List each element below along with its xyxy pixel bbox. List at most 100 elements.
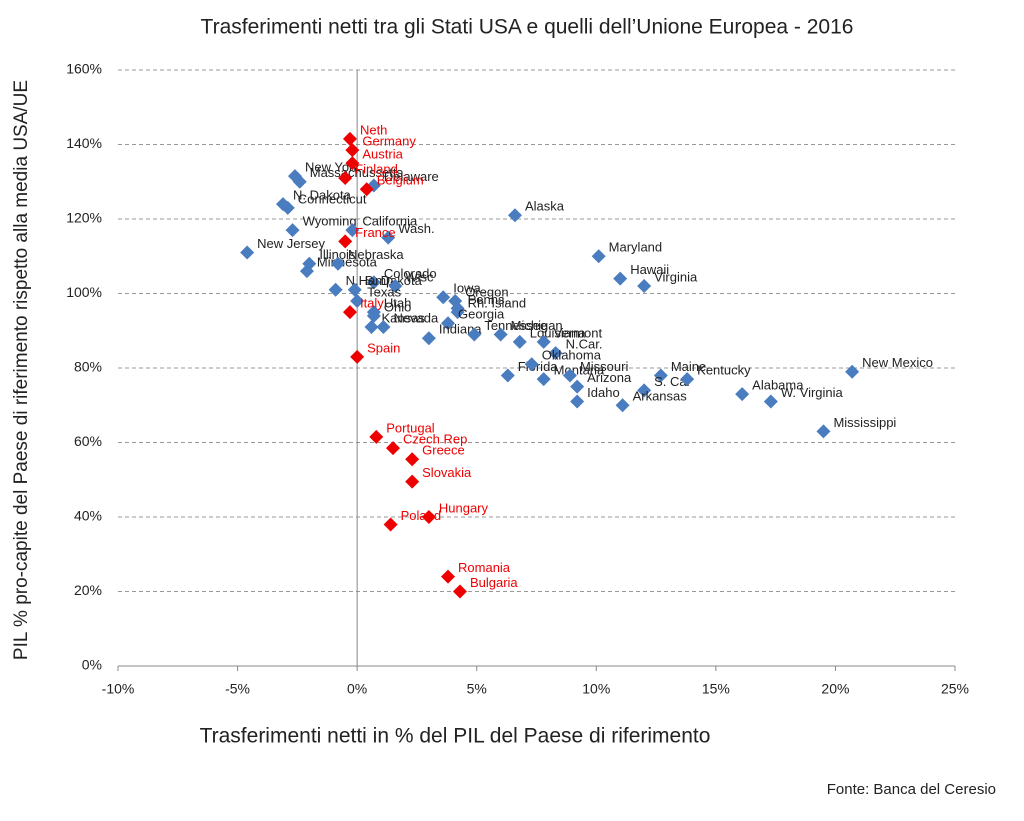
point-label: Massachussetts bbox=[310, 165, 404, 180]
data-point bbox=[345, 156, 360, 171]
point-label: Mississippi bbox=[833, 415, 896, 430]
point-label: Iowa bbox=[453, 281, 481, 296]
data-point bbox=[613, 271, 628, 286]
data-point bbox=[536, 372, 551, 387]
point-label: S. Dakota bbox=[365, 273, 423, 288]
data-point bbox=[280, 200, 295, 215]
data-point bbox=[285, 223, 300, 238]
point-label: Vermont bbox=[554, 325, 603, 340]
y-tick-label: 140% bbox=[66, 135, 102, 151]
data-point bbox=[524, 357, 539, 372]
x-tick-label: 5% bbox=[467, 681, 487, 697]
point-label: Michigan bbox=[511, 318, 563, 333]
point-label: California bbox=[362, 214, 418, 229]
data-point bbox=[299, 264, 314, 279]
data-point bbox=[450, 305, 465, 320]
data-point bbox=[338, 171, 353, 186]
data-point bbox=[388, 279, 403, 294]
point-label: Georgia bbox=[458, 307, 505, 322]
x-tick-label: -10% bbox=[102, 681, 135, 697]
data-point bbox=[735, 387, 750, 402]
data-point bbox=[637, 383, 652, 398]
data-point bbox=[436, 290, 451, 305]
data-point bbox=[350, 293, 365, 308]
point-label: Oregon bbox=[465, 284, 508, 299]
point-label: Virginia bbox=[654, 269, 698, 284]
point-label: Neth bbox=[360, 122, 387, 137]
data-point bbox=[369, 429, 384, 444]
data-point bbox=[328, 282, 343, 297]
point-label: Oklahoma bbox=[542, 348, 602, 363]
point-label: Hungary bbox=[439, 500, 489, 515]
y-tick-label: 80% bbox=[74, 359, 102, 375]
data-point bbox=[421, 510, 436, 524]
data-point bbox=[493, 327, 508, 342]
point-label: Czech Rep bbox=[403, 432, 467, 447]
data-point bbox=[570, 394, 585, 409]
data-point bbox=[512, 334, 527, 349]
data-point bbox=[441, 316, 456, 331]
point-label: Bulgaria bbox=[470, 575, 518, 590]
data-point bbox=[816, 424, 831, 439]
data-point bbox=[452, 584, 467, 599]
y-tick-label: 60% bbox=[74, 433, 102, 449]
point-label: Idaho bbox=[587, 385, 620, 400]
data-point bbox=[240, 245, 255, 260]
point-label: Wash. bbox=[398, 221, 434, 236]
point-label: Italy bbox=[360, 296, 384, 311]
x-tick-label: -5% bbox=[225, 681, 250, 697]
point-label: Illinois bbox=[319, 247, 356, 262]
data-point bbox=[637, 279, 652, 294]
source-note: Fonte: Banca del Ceresio bbox=[827, 781, 996, 798]
point-label: New Jersey bbox=[257, 236, 325, 251]
data-point bbox=[366, 305, 381, 320]
y-tick-label: 100% bbox=[66, 284, 102, 300]
point-label: Wyoming bbox=[303, 214, 357, 229]
point-label: Nevada bbox=[393, 310, 439, 325]
point-label: Kansas bbox=[381, 310, 425, 325]
data-point bbox=[548, 346, 563, 361]
data-point bbox=[342, 131, 357, 146]
data-point bbox=[347, 282, 362, 297]
data-point bbox=[570, 379, 585, 394]
point-label: Romania bbox=[458, 560, 511, 575]
point-label: Belgium bbox=[377, 173, 424, 188]
data-point bbox=[338, 234, 353, 249]
x-tick-label: 15% bbox=[702, 681, 730, 697]
point-label: Maryland bbox=[609, 240, 662, 255]
data-point bbox=[366, 275, 381, 290]
point-label: Arkansas bbox=[633, 389, 688, 404]
data-point bbox=[381, 230, 396, 245]
y-tick-label: 40% bbox=[74, 508, 102, 524]
data-point bbox=[292, 174, 307, 189]
point-label: Hawaii bbox=[630, 262, 669, 277]
data-point bbox=[448, 293, 463, 308]
data-point bbox=[405, 474, 420, 489]
point-label: Poland bbox=[401, 508, 441, 523]
y-tick-label: 120% bbox=[66, 210, 102, 226]
data-point bbox=[507, 208, 522, 223]
point-label: Minnesota bbox=[317, 255, 378, 270]
point-label: Ohio bbox=[384, 299, 411, 314]
x-axis-label: Trasferimenti netti in % del PIL del Pae… bbox=[200, 725, 711, 748]
point-label: Delaware bbox=[384, 169, 439, 184]
data-point bbox=[386, 441, 401, 456]
data-point bbox=[383, 517, 398, 532]
point-label: France bbox=[355, 225, 395, 240]
data-point bbox=[376, 320, 391, 335]
point-label: W. Virginia bbox=[781, 385, 844, 400]
data-point bbox=[345, 223, 360, 238]
data-point bbox=[500, 368, 515, 383]
data-point bbox=[562, 368, 577, 383]
point-label: Austria bbox=[362, 147, 403, 162]
point-label: Germany bbox=[362, 134, 416, 149]
point-label: Greece bbox=[422, 443, 465, 458]
point-label: Colorado bbox=[384, 266, 437, 281]
point-label: Spain bbox=[367, 340, 400, 355]
point-label: Alabama bbox=[752, 378, 804, 393]
point-label: Slovakia bbox=[422, 465, 472, 480]
data-point bbox=[359, 182, 374, 197]
y-axis-label: PIL % pro-capite del Paese di riferiment… bbox=[11, 80, 32, 660]
point-label: Nebraska bbox=[348, 247, 404, 262]
